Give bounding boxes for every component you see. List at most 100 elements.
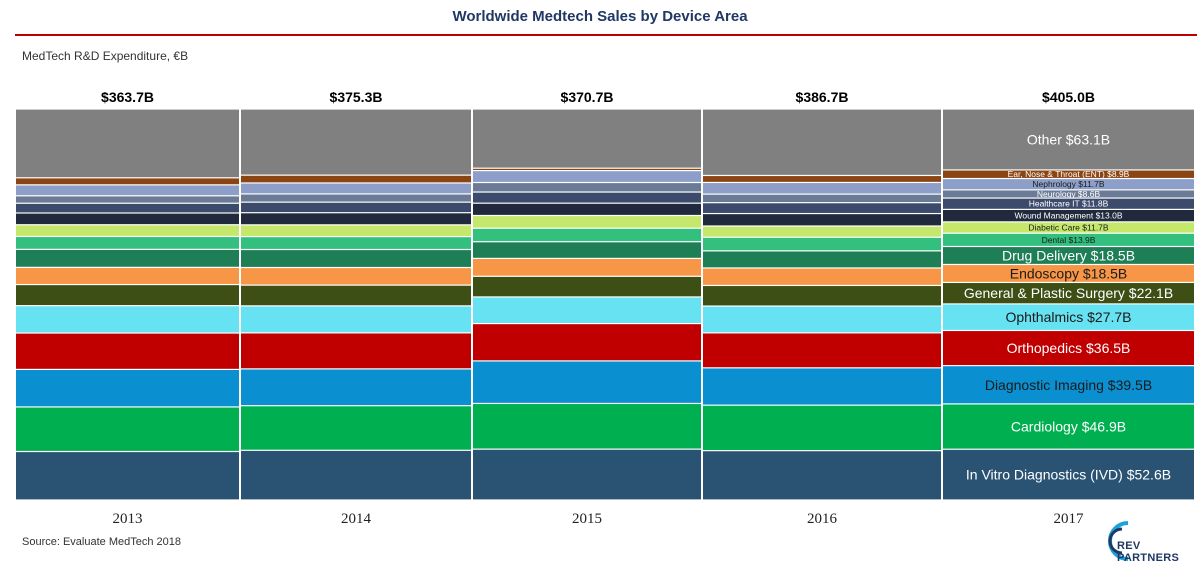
bar-segment bbox=[241, 213, 471, 225]
bar-segment bbox=[16, 249, 239, 267]
bar-segment bbox=[943, 222, 1194, 233]
bar-segment bbox=[943, 179, 1194, 190]
bar-segment bbox=[943, 366, 1194, 404]
bar-segment bbox=[703, 368, 941, 405]
chart-subtitle: MedTech R&D Expenditure, €B bbox=[22, 49, 189, 63]
bar-segment bbox=[703, 194, 941, 203]
bar-segment bbox=[241, 306, 471, 333]
segment-label: In Vitro Diagnostics (IVD) $52.6B bbox=[966, 467, 1171, 483]
bar-segment bbox=[16, 237, 239, 249]
bar-segment bbox=[16, 196, 239, 203]
bar-segment bbox=[703, 214, 941, 226]
bar-segment bbox=[703, 237, 941, 251]
bar-segment bbox=[473, 259, 701, 276]
rev-partners-logo bbox=[1108, 521, 1129, 561]
total-label: $386.7B bbox=[796, 89, 849, 105]
bar-segment bbox=[16, 203, 239, 213]
bar-segment bbox=[943, 170, 1194, 178]
bar-segment bbox=[241, 285, 471, 306]
bar-segment bbox=[16, 185, 239, 196]
bar-segment bbox=[703, 183, 941, 194]
bar-segment bbox=[703, 268, 941, 285]
bar-segment bbox=[703, 451, 941, 500]
bar-segment bbox=[943, 109, 1194, 170]
bar-segment bbox=[16, 333, 239, 369]
bar-segment bbox=[473, 216, 701, 228]
segment-label: Healthcare IT $11.8B bbox=[1029, 199, 1109, 209]
bar-segment bbox=[943, 404, 1194, 449]
bar-segment bbox=[16, 267, 239, 284]
bar-segment bbox=[703, 226, 941, 237]
bar-segment bbox=[943, 304, 1194, 330]
segment-label: Other $63.1B bbox=[1027, 131, 1110, 147]
segment-label: Diabetic Care $11.7B bbox=[1028, 223, 1108, 233]
segment-label: General & Plastic Surgery $22.1B bbox=[964, 285, 1173, 301]
source-note: Source: Evaluate MedTech 2018 bbox=[22, 536, 181, 548]
segment-label: Diagnostic Imaging $39.5B bbox=[985, 377, 1152, 393]
bar-segment bbox=[943, 209, 1194, 222]
x-tick-label: 2013 bbox=[113, 511, 143, 527]
total-label: $375.3B bbox=[330, 89, 383, 105]
bar-segment bbox=[703, 306, 941, 333]
x-tick-label: 2016 bbox=[807, 511, 838, 527]
bar-segment bbox=[943, 198, 1194, 209]
total-label: $363.7B bbox=[101, 89, 154, 105]
bar-segment bbox=[473, 192, 701, 203]
bar-segment bbox=[943, 190, 1194, 198]
segment-label: Endoscopy $18.5B bbox=[1010, 265, 1128, 281]
bar-segment bbox=[703, 333, 941, 368]
bar-segment bbox=[16, 306, 239, 333]
segment-label: Ear, Nose & Throat (ENT) $8.9B bbox=[1008, 169, 1130, 179]
bar-segment bbox=[943, 449, 1194, 500]
total-label: $405.0B bbox=[1042, 89, 1095, 105]
bar-segment bbox=[241, 250, 471, 267]
bar-segment bbox=[241, 406, 471, 450]
bar-segment bbox=[473, 109, 701, 168]
bar-segment bbox=[473, 203, 701, 215]
title-divider bbox=[15, 34, 1197, 36]
bar-segment bbox=[473, 404, 701, 449]
bar-segment bbox=[16, 109, 239, 178]
segment-label: Wound Management $13.0B bbox=[1014, 211, 1122, 221]
bar-segment bbox=[473, 242, 701, 258]
bar-segment bbox=[241, 225, 471, 236]
bar-segment bbox=[16, 285, 239, 306]
bar-segment bbox=[473, 297, 701, 323]
bar-segment bbox=[473, 324, 701, 361]
segment-label: Dental $13.9B bbox=[1042, 235, 1096, 245]
segment-label: Orthopedics $36.5B bbox=[1007, 340, 1131, 356]
bar-segment bbox=[473, 449, 701, 500]
bar-segment bbox=[473, 276, 701, 297]
bar-segment bbox=[16, 452, 239, 500]
bar-segment bbox=[703, 176, 941, 182]
bar-segment bbox=[241, 450, 471, 500]
segment-label: Cardiology $46.9B bbox=[1011, 419, 1126, 435]
segment-label: Drug Delivery $18.5B bbox=[1002, 247, 1135, 263]
bar-segment bbox=[16, 407, 239, 451]
segment-label: Ophthalmics $27.7B bbox=[1005, 309, 1131, 325]
x-tick-label: 2015 bbox=[572, 511, 602, 527]
bar-segment bbox=[16, 370, 239, 407]
bar-segment bbox=[473, 361, 701, 403]
bar-segment bbox=[943, 265, 1194, 282]
bar-segment bbox=[943, 283, 1194, 304]
logo-wordmark: REV PARTNERS bbox=[1117, 540, 1180, 564]
bar-segment bbox=[943, 233, 1194, 246]
bar-segment bbox=[473, 168, 701, 170]
segment-label: Neurology $8.6B bbox=[1037, 189, 1101, 199]
chart-title: Worldwide Medtech Sales by Device Area bbox=[452, 8, 748, 25]
x-tick-label: 2017 bbox=[1054, 511, 1085, 527]
bar-segment bbox=[473, 228, 701, 242]
segment-label: Nephrology $11.7B bbox=[1032, 179, 1104, 189]
bar-segment bbox=[241, 237, 471, 249]
bar-segment bbox=[16, 178, 239, 185]
bar-segment bbox=[943, 247, 1194, 264]
bar-segment bbox=[241, 183, 471, 194]
bar-segment bbox=[16, 213, 239, 225]
x-tick-label: 2014 bbox=[341, 511, 372, 527]
bar-segment bbox=[241, 333, 471, 369]
bar-segment bbox=[241, 194, 471, 202]
bar-segment bbox=[473, 171, 701, 182]
bar-segment bbox=[473, 183, 701, 192]
